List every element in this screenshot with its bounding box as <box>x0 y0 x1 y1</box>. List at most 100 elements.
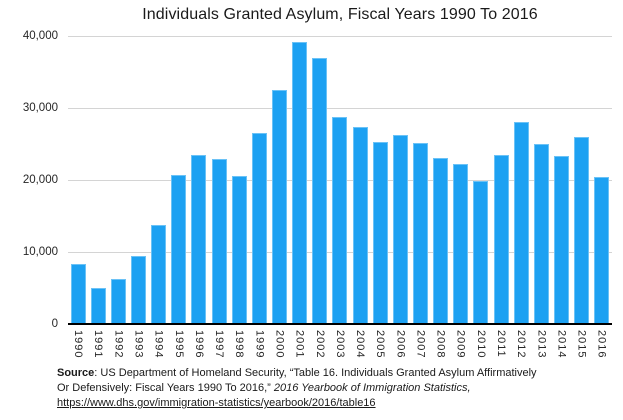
source-link[interactable]: https://www.dhs.gov/immigration-statisti… <box>57 397 376 409</box>
x-axis-line <box>68 323 612 325</box>
x-axis-label-cell-2003: 2003 <box>330 330 350 364</box>
bar-cell-1998 <box>229 36 249 324</box>
x-axis-label-2000: 2000 <box>273 330 286 359</box>
y-axis-label-0: 0 <box>51 318 58 330</box>
source-line-2: Or Defensively: Fiscal Years 1990 To 201… <box>57 381 602 396</box>
y-axis-label-20000: 20,000 <box>22 174 58 186</box>
bar-cell-1993 <box>128 36 148 324</box>
x-axis-label-1993: 1993 <box>132 330 145 359</box>
x-axis-label-1994: 1994 <box>152 330 165 359</box>
x-axis-label-cell-2010: 2010 <box>471 330 491 364</box>
bar-1998 <box>231 176 247 324</box>
bar-2015 <box>574 136 590 324</box>
bar-2002 <box>312 58 328 324</box>
gridline-30000 <box>68 108 612 109</box>
source-line-1: Source: US Department of Homeland Securi… <box>57 366 602 381</box>
bar-2016 <box>594 177 610 324</box>
x-axis-label-1998: 1998 <box>233 330 246 359</box>
x-axis-label-1999: 1999 <box>253 330 266 359</box>
x-axis-label-cell-1997: 1997 <box>209 330 229 364</box>
x-axis-label-2013: 2013 <box>535 330 548 359</box>
bar-cell-1992 <box>108 36 128 324</box>
source-label: Source <box>57 367 95 379</box>
bar-1994 <box>151 224 167 324</box>
x-axis-label-cell-2014: 2014 <box>551 330 571 364</box>
x-axis-label-2007: 2007 <box>414 330 427 359</box>
x-axis-label-2008: 2008 <box>434 330 447 359</box>
x-axis-label-2003: 2003 <box>333 330 346 359</box>
source-line-3: https://www.dhs.gov/immigration-statisti… <box>57 396 602 411</box>
bar-2011 <box>493 154 509 324</box>
bar-2013 <box>533 144 549 324</box>
x-axis-label-cell-1995: 1995 <box>169 330 189 364</box>
bar-2001 <box>292 42 308 324</box>
source-text-2: Or Defensively: Fiscal Years 1990 To 201… <box>57 382 274 394</box>
bar-1997 <box>211 159 227 324</box>
bar-cell-2000 <box>269 36 289 324</box>
bar-2000 <box>271 90 287 324</box>
bar-1990 <box>70 263 86 324</box>
bar-cell-2003 <box>330 36 350 324</box>
x-axis-label-cell-2007: 2007 <box>410 330 430 364</box>
bar-1992 <box>110 278 126 324</box>
x-axis-label-cell-2009: 2009 <box>451 330 471 364</box>
x-axis-label-cell-1996: 1996 <box>189 330 209 364</box>
x-axis-label-2016: 2016 <box>595 330 608 359</box>
source-publication: 2016 Yearbook of Immigration Statistics, <box>273 382 471 394</box>
x-axis-label-2004: 2004 <box>354 330 367 359</box>
bar-2008 <box>433 158 449 324</box>
bar-cell-1997 <box>209 36 229 324</box>
bar-cell-2004 <box>350 36 370 324</box>
x-axis-label-cell-2001: 2001 <box>290 330 310 364</box>
source-note: Source: US Department of Homeland Securi… <box>57 366 602 411</box>
y-axis-label-40000: 40,000 <box>22 30 58 42</box>
bar-cell-2010 <box>471 36 491 324</box>
x-axis-label-cell-2002: 2002 <box>310 330 330 364</box>
x-axis-label-2009: 2009 <box>454 330 467 359</box>
bar-cell-2015 <box>572 36 592 324</box>
x-axis-label-cell-2006: 2006 <box>390 330 410 364</box>
bar-cell-2011 <box>491 36 511 324</box>
x-axis-label-cell-2016: 2016 <box>592 330 612 364</box>
x-axis-label-cell-2015: 2015 <box>572 330 592 364</box>
bar-cell-2014 <box>551 36 571 324</box>
gridline-40000 <box>68 36 612 37</box>
x-axis-label-1992: 1992 <box>112 330 125 359</box>
x-axis-label-cell-2011: 2011 <box>491 330 511 364</box>
x-axis-label-cell-1994: 1994 <box>149 330 169 364</box>
bar-2006 <box>392 134 408 324</box>
x-axis-label-2011: 2011 <box>495 330 508 358</box>
bar-2005 <box>372 141 388 324</box>
x-axis-label-2015: 2015 <box>575 330 588 359</box>
chart-title: Individuals Granted Asylum, Fiscal Years… <box>142 6 538 23</box>
bar-cell-2008 <box>431 36 451 324</box>
bar-cell-1990 <box>68 36 88 324</box>
bar-cell-1999 <box>249 36 269 324</box>
source-text-1: : US Department of Homeland Security, “T… <box>94 367 537 379</box>
x-axis-label-cell-2013: 2013 <box>531 330 551 364</box>
y-axis-label-30000: 30,000 <box>22 102 58 114</box>
x-axis-label-cell-2000: 2000 <box>269 330 289 364</box>
x-axis-label-cell-2008: 2008 <box>431 330 451 364</box>
bars <box>68 36 612 324</box>
bar-cell-1994 <box>149 36 169 324</box>
x-axis-label-1996: 1996 <box>192 330 205 359</box>
x-axis-label-2010: 2010 <box>474 330 487 359</box>
bar-cell-1996 <box>189 36 209 324</box>
bar-cell-2006 <box>390 36 410 324</box>
x-axis-label-cell-1993: 1993 <box>128 330 148 364</box>
y-axis-labels: 0 10,000 20,000 30,000 40,000 <box>0 0 58 420</box>
x-axis-label-2002: 2002 <box>313 330 326 359</box>
x-axis-label-cell-2005: 2005 <box>370 330 390 364</box>
x-axis-label-1997: 1997 <box>213 330 226 359</box>
bar-cell-2005 <box>370 36 390 324</box>
bar-cell-2012 <box>511 36 531 324</box>
x-axis-label-1990: 1990 <box>72 330 85 359</box>
x-axis-label-cell-1999: 1999 <box>249 330 269 364</box>
x-axis-label-cell-2004: 2004 <box>350 330 370 364</box>
x-axis-label-2014: 2014 <box>555 330 568 359</box>
bar-cell-2016 <box>592 36 612 324</box>
bar-2007 <box>412 142 428 324</box>
bar-1999 <box>251 133 267 324</box>
